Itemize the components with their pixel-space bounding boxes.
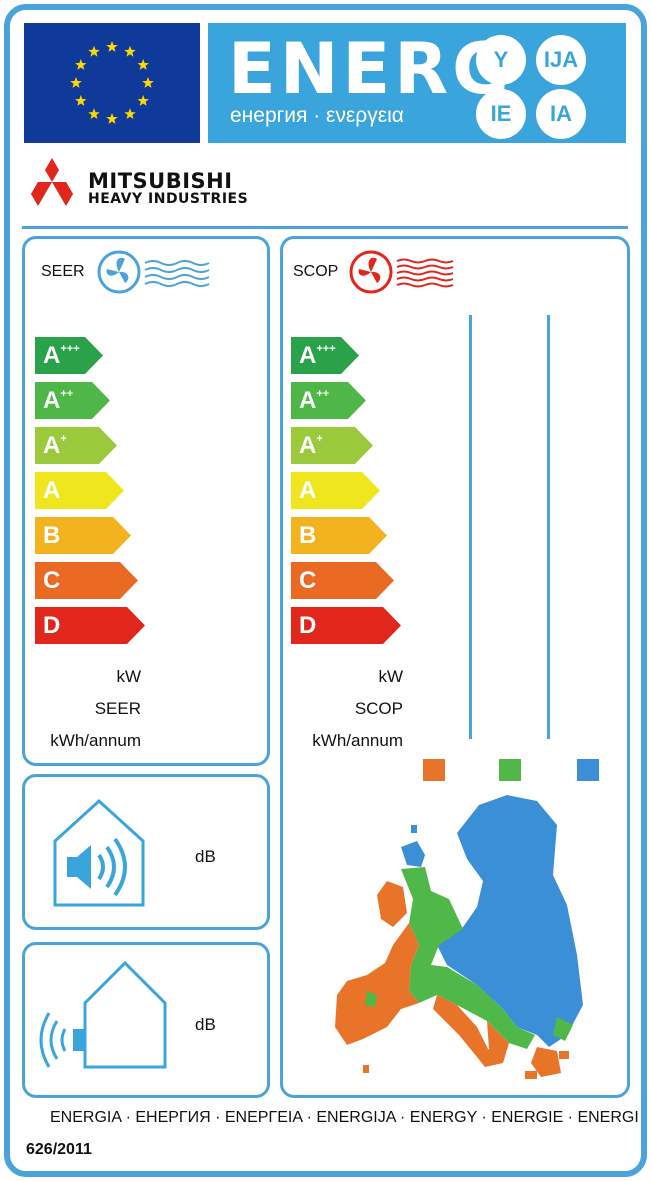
- average-climate-legend: [499, 759, 521, 781]
- eu-flag-icon: [24, 23, 200, 143]
- energ-title: ENERG: [228, 28, 514, 110]
- seer-class-3: A: [35, 472, 124, 509]
- heating-panel: SCOP A+++ A++ A+ A B C D kW SCOP kWh/annum: [280, 236, 630, 1098]
- header-divider: [22, 226, 628, 229]
- scop-class-label: D: [299, 612, 317, 639]
- outdoor-noise-icon: [39, 960, 167, 1069]
- indoor-noise-icon: [53, 798, 145, 907]
- scop-class-label: A++: [299, 387, 330, 414]
- seer-class-label: B: [43, 522, 61, 549]
- cold-climate-legend: [577, 759, 599, 781]
- scop-class-3: A: [291, 472, 380, 509]
- heat-unit-scop: SCOP: [354, 699, 403, 718]
- scop-title: SCOP: [293, 263, 339, 280]
- seer-class-1: A++: [35, 382, 110, 419]
- cool-unit-kw: kW: [116, 667, 141, 686]
- column-divider-2: [547, 315, 550, 739]
- energ-subtitle: енергия · ενεργεια: [230, 104, 404, 127]
- seer-class-label: A++: [43, 387, 74, 414]
- regulation-number: 626/2011: [26, 1141, 92, 1158]
- outdoor-noise-panel: dB: [22, 942, 270, 1098]
- outdoor-noise-unit: dB: [195, 1015, 216, 1034]
- scop-class-1: A++: [291, 382, 366, 419]
- seer-class-label: A: [43, 477, 61, 504]
- cooling-panel: SEER A+++ A++ A+ A B C D kW SEER kWh/annum: [22, 236, 270, 766]
- suffix-y: Y: [476, 35, 526, 85]
- suffix-ia: IA: [536, 89, 586, 139]
- seer-class-label: A+++: [43, 342, 80, 369]
- footer-languages: ENERGIA · ЕНЕРГИЯ · ΕΝΕΡΓΕΙΑ · ENERGIJA …: [50, 1109, 639, 1126]
- cool-unit-seer: SEER: [94, 699, 141, 718]
- heat-unit-kwh: kWh/annum: [312, 731, 403, 750]
- seer-class-label: D: [43, 612, 61, 639]
- scop-class-5: C: [291, 562, 394, 599]
- fan-heat-icon: [349, 250, 454, 294]
- mitsubishi-diamonds-icon: [31, 158, 73, 206]
- scop-class-label: A+++: [299, 342, 336, 369]
- seer-class-6: D: [35, 607, 145, 644]
- seer-class-2: A+: [35, 427, 117, 464]
- energy-banner: ENERG енергия · ενεργεια Y IJA IE IA: [208, 23, 626, 143]
- cool-unit-kwh: kWh/annum: [50, 731, 141, 750]
- brand-subname: HEAVY INDUSTRIES: [88, 191, 249, 207]
- indoor-noise-unit: dB: [195, 847, 216, 866]
- fan-cool-icon: [97, 250, 210, 294]
- brand-name: MITSUBISHI: [88, 169, 233, 193]
- scop-class-0: A+++: [291, 337, 359, 374]
- suffix-ija: IJA: [536, 35, 586, 85]
- heat-unit-kw: kW: [378, 667, 403, 686]
- scop-class-2: A+: [291, 427, 373, 464]
- seer-class-5: C: [35, 562, 138, 599]
- seer-class-0: A+++: [35, 337, 103, 374]
- warm-climate-legend: [423, 759, 445, 781]
- scop-class-label: B: [299, 522, 317, 549]
- scop-class-label: A: [299, 477, 317, 504]
- column-divider-1: [469, 315, 472, 739]
- scop-class-label: A+: [299, 432, 323, 459]
- seer-title: SEER: [41, 263, 85, 280]
- suffix-ie: IE: [476, 89, 526, 139]
- scop-class-6: D: [291, 607, 401, 644]
- seer-class-label: A+: [43, 432, 67, 459]
- indoor-noise-panel: dB: [22, 774, 270, 930]
- seer-class-4: B: [35, 517, 131, 554]
- scop-class-4: B: [291, 517, 387, 554]
- scop-class-label: C: [299, 567, 317, 594]
- seer-class-label: C: [43, 567, 61, 594]
- europe-map-icon: [335, 795, 583, 1079]
